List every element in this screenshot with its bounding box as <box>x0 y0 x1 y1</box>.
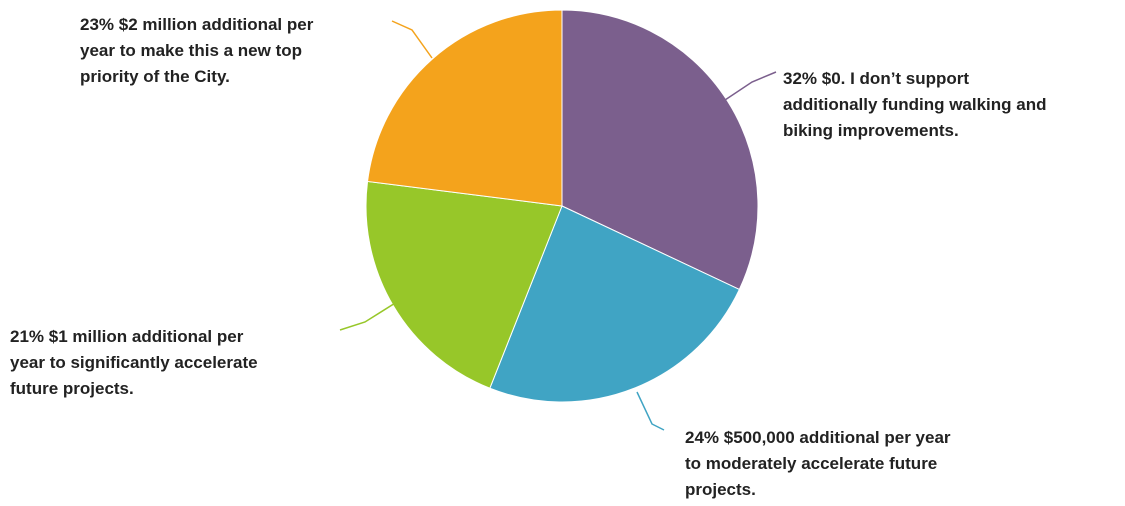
leader-line-2 <box>636 391 665 431</box>
pie-slice-1 <box>561 9 759 291</box>
pie-slice-3 <box>365 180 563 389</box>
slice-label-3: 21% $1 million additional per year to sig… <box>10 327 258 398</box>
slice-label-2: 24% $500,000 additional per year to moder… <box>685 428 951 499</box>
slice-label-1-line-1: 32% $0. I don’t support <box>783 69 969 88</box>
slice-label-3-line-2: year to significantly accelerate <box>10 353 258 372</box>
pie-slice-2 <box>489 205 741 403</box>
pie-slice-4 <box>366 9 563 207</box>
slice-label-1-line-2: additionally funding walking and <box>783 95 1047 114</box>
slice-label-4-line-3: priority of the City. <box>80 67 230 86</box>
slice-label-4-line-1: 23% $2 million additional per <box>80 15 314 34</box>
slice-label-4: 23% $2 million additional per year to mak… <box>80 15 314 86</box>
slice-label-1: 32% $0. I don’t support additionally fund… <box>783 69 1047 140</box>
slice-label-1-line-3: biking improvements. <box>783 121 959 140</box>
leader-line-1 <box>721 71 777 103</box>
slice-label-3-line-1: 21% $1 million additional per <box>10 327 244 346</box>
leader-line-4 <box>391 20 433 59</box>
leader-lines <box>339 20 777 431</box>
leader-line-3 <box>339 299 401 331</box>
slice-label-2-line-1: 24% $500,000 additional per year <box>685 428 951 447</box>
slice-label-4-line-2: year to make this a new top <box>80 41 302 60</box>
slice-label-3-line-3: future projects. <box>10 379 134 398</box>
pie-slices <box>365 9 759 403</box>
slice-label-2-line-2: to moderately accelerate future <box>685 454 937 473</box>
slice-label-2-line-3: projects. <box>685 480 756 499</box>
slice-labels: 32% $0. I don’t support additionally fund… <box>10 15 1047 499</box>
